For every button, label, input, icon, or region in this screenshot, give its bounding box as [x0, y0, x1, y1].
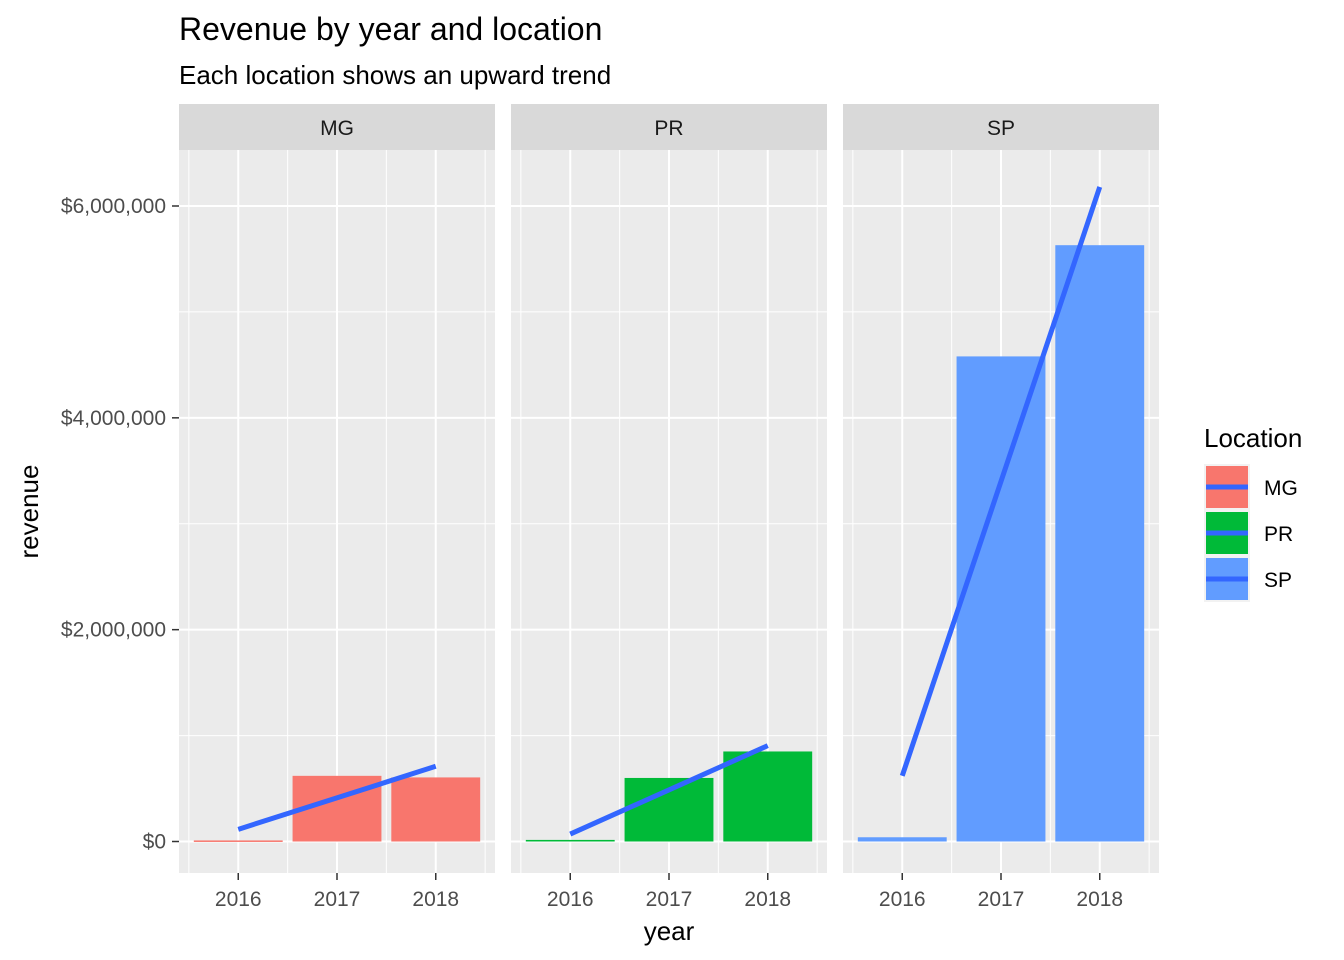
- y-tick-label: $0: [143, 831, 166, 854]
- facet-strip: [179, 104, 495, 150]
- bar-sp-2018: [1055, 245, 1145, 842]
- y-axis-title: revenue: [14, 465, 44, 559]
- bar-sp-2017: [956, 356, 1046, 842]
- legend-label: SP: [1264, 569, 1292, 592]
- facet-strip: [843, 104, 1159, 150]
- facet-panel-mg: MG 2016 2017 2018: [179, 104, 495, 911]
- y-tick-label: $4,000,000: [61, 407, 166, 430]
- x-axis-title: year: [644, 916, 695, 946]
- facet-strip-label: MG: [320, 117, 354, 140]
- facet-strip-label: PR: [654, 117, 683, 140]
- legend-title: Location: [1204, 423, 1302, 453]
- y-tick-label: $2,000,000: [61, 619, 166, 642]
- bar-pr-2016: [525, 839, 615, 842]
- y-tick-label: $6,000,000: [61, 195, 166, 218]
- legend-item-sp: SP: [1204, 556, 1292, 602]
- x-tick-label: 2018: [744, 888, 791, 911]
- facet-panel-pr: PR 2016 2017 2018: [511, 104, 827, 911]
- x-tick-label: 2017: [646, 888, 693, 911]
- facet-strip: [511, 104, 827, 150]
- x-tick-label: 2017: [314, 888, 361, 911]
- legend: Location MG PR SP: [1204, 423, 1302, 602]
- bar-sp-2016: [857, 837, 947, 842]
- legend-label: MG: [1264, 477, 1298, 500]
- legend-label: PR: [1264, 523, 1293, 546]
- x-tick-label: 2016: [547, 888, 594, 911]
- chart-title: Revenue by year and location: [179, 11, 602, 47]
- facet-strip-label: SP: [987, 117, 1015, 140]
- facet-panels: MG 2016 2017 2018 PR 2016 2017 2018 SP 2016 2017 20…: [179, 104, 1159, 911]
- legend-item-mg: MG: [1204, 464, 1298, 510]
- x-tick-label: 2018: [1076, 888, 1123, 911]
- bar-mg-2016: [193, 840, 283, 842]
- legend-item-pr: PR: [1204, 510, 1293, 556]
- trend-line-pr: [569, 743, 769, 837]
- x-tick-label: 2018: [412, 888, 459, 911]
- trend-line-mg: [237, 763, 437, 832]
- bar-mg-2018: [391, 777, 481, 842]
- y-axis: $0 $2,000,000 $4,000,000 $6,000,000: [61, 195, 179, 854]
- bar-pr-2018: [723, 751, 813, 842]
- x-tick-label: 2016: [215, 888, 262, 911]
- trend-line-sp: [899, 186, 1103, 777]
- x-tick-label: 2017: [978, 888, 1025, 911]
- facet-panel-sp: SP 2016 2017 2018: [843, 104, 1159, 911]
- chart-subtitle: Each location shows an upward trend: [179, 60, 611, 90]
- x-tick-label: 2016: [879, 888, 926, 911]
